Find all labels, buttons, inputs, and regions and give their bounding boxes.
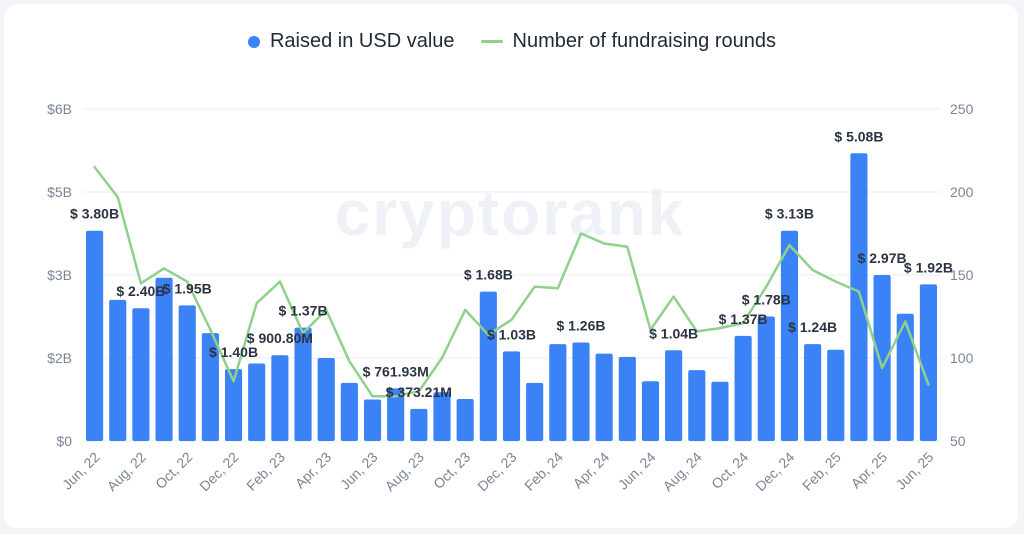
x-tick-label: Dec, 23	[474, 449, 520, 495]
legend-label-raised: Raised in USD value	[269, 30, 455, 52]
bar-15	[433, 392, 451, 441]
x-tick-label: Aug, 23	[382, 449, 428, 495]
bar-19	[526, 382, 544, 441]
line-series	[93, 165, 930, 398]
bar-30	[780, 230, 799, 441]
bar-12	[363, 399, 382, 441]
bar-35	[896, 313, 914, 441]
data-label: $ 1.26B	[556, 318, 605, 334]
x-tick-label: Apr, 25	[848, 449, 891, 492]
x-tick-label: Oct, 23	[430, 449, 473, 492]
bar-24	[641, 381, 660, 441]
data-label: $ 1.95B	[163, 280, 212, 296]
y-left-tick-label: $6B	[47, 101, 72, 117]
x-tick-label: Jun, 24	[615, 449, 659, 493]
y-right-tick-label: 250	[950, 101, 974, 117]
bar-34	[873, 275, 891, 441]
data-label: $ 1.03B	[487, 326, 536, 342]
bar-21	[572, 342, 590, 441]
x-tick-label: Feb, 23	[243, 449, 288, 494]
x-tick-label: Jun, 23	[337, 449, 381, 493]
data-label: $ 1.40B	[209, 344, 258, 360]
bar-14	[410, 408, 428, 441]
legend-line-swatch	[480, 40, 503, 43]
bar-0	[86, 230, 104, 441]
data-label: $ 1.68B	[464, 267, 513, 283]
bar-17	[479, 291, 497, 441]
y-left-tick-label: $0	[56, 433, 72, 449]
data-label: $ 2.40B	[116, 283, 165, 299]
data-label: $ 1.78B	[742, 292, 791, 308]
chart-legend: Raised in USD value Number of fundraisin…	[0, 30, 1024, 53]
bar-16	[456, 398, 474, 441]
y-left-tick-label: $5B	[47, 184, 72, 200]
x-tick-label: Jun, 25	[893, 449, 937, 493]
bar-10	[317, 358, 335, 441]
bar-31	[804, 344, 822, 441]
x-tick-label: Jun, 22	[59, 449, 103, 493]
x-tick-label: Aug, 22	[104, 449, 150, 495]
x-tick-label: Aug, 24	[659, 449, 705, 495]
data-label: $ 1.92B	[904, 259, 953, 275]
bar-series	[86, 153, 937, 441]
x-tick-label: Oct, 22	[152, 449, 195, 492]
bar-3	[155, 277, 173, 441]
data-label: $ 1.37B	[719, 311, 768, 327]
bar-25	[665, 350, 683, 441]
bar-9	[294, 327, 312, 441]
bar-28	[734, 335, 752, 441]
y-right-tick-label: 200	[950, 184, 974, 200]
data-label: $ 900.80M	[247, 330, 313, 346]
bar-27	[711, 381, 729, 441]
y-right-tick-label: 150	[950, 267, 974, 283]
y-left-tick-label: $3B	[47, 267, 72, 283]
x-tick-label: Feb, 25	[799, 449, 844, 494]
legend-item-raised[interactable]: Raised in USD value	[247, 30, 455, 53]
data-label: $ 1.24B	[788, 319, 837, 335]
bar-22	[595, 353, 613, 441]
data-label: $ 1.04B	[649, 325, 698, 341]
bar-7	[248, 363, 266, 441]
bar-20	[549, 344, 567, 441]
bar-33	[850, 153, 868, 441]
bar-29	[757, 316, 775, 441]
bar-13	[387, 388, 405, 441]
data-label: $ 373.21M	[386, 384, 452, 400]
bar-11	[340, 382, 358, 441]
bar-36	[919, 284, 937, 441]
bar-4	[178, 305, 196, 441]
watermark-logo: cryptorank	[335, 177, 686, 249]
x-tick-label: Apr, 23	[292, 449, 335, 492]
y-right-tick-label: 100	[950, 350, 974, 366]
data-label: $ 3.80B	[70, 206, 119, 222]
bar-8	[271, 355, 289, 441]
bar-5	[201, 333, 219, 441]
x-tick-label: Apr, 24	[570, 449, 613, 492]
bar-26	[688, 370, 706, 441]
bar-6	[224, 369, 243, 441]
bar-18	[502, 351, 521, 441]
bar-32	[827, 349, 845, 441]
legend-bar-swatch	[247, 35, 260, 48]
y-left-tick-label: $2B	[47, 350, 72, 366]
data-label: $ 5.08B	[834, 128, 883, 144]
bar-1	[109, 299, 127, 441]
legend-item-rounds[interactable]: Number of fundraising rounds	[480, 30, 776, 53]
x-tick-label: Feb, 24	[521, 449, 566, 494]
rounds-line	[93, 165, 930, 398]
data-label: $ 3.13B	[765, 206, 814, 222]
x-tick-label: Dec, 22	[196, 449, 242, 495]
bar-2	[132, 308, 150, 441]
x-tick-label: Dec, 24	[752, 449, 798, 495]
legend-label-rounds: Number of fundraising rounds	[512, 30, 776, 52]
y-right-tick-label: 50	[950, 433, 966, 449]
data-label: $ 1.37B	[279, 303, 328, 319]
data-labels: $ 3.80B $ 2.40B$ 1.95B $ 1.40B$ 900.80M $ 1…	[70, 128, 953, 400]
data-label: $ 761.93M	[363, 363, 429, 379]
bar-23	[618, 356, 636, 441]
data-label: $ 2.97B	[858, 250, 907, 266]
x-tick-label: Oct, 24	[708, 449, 751, 492]
